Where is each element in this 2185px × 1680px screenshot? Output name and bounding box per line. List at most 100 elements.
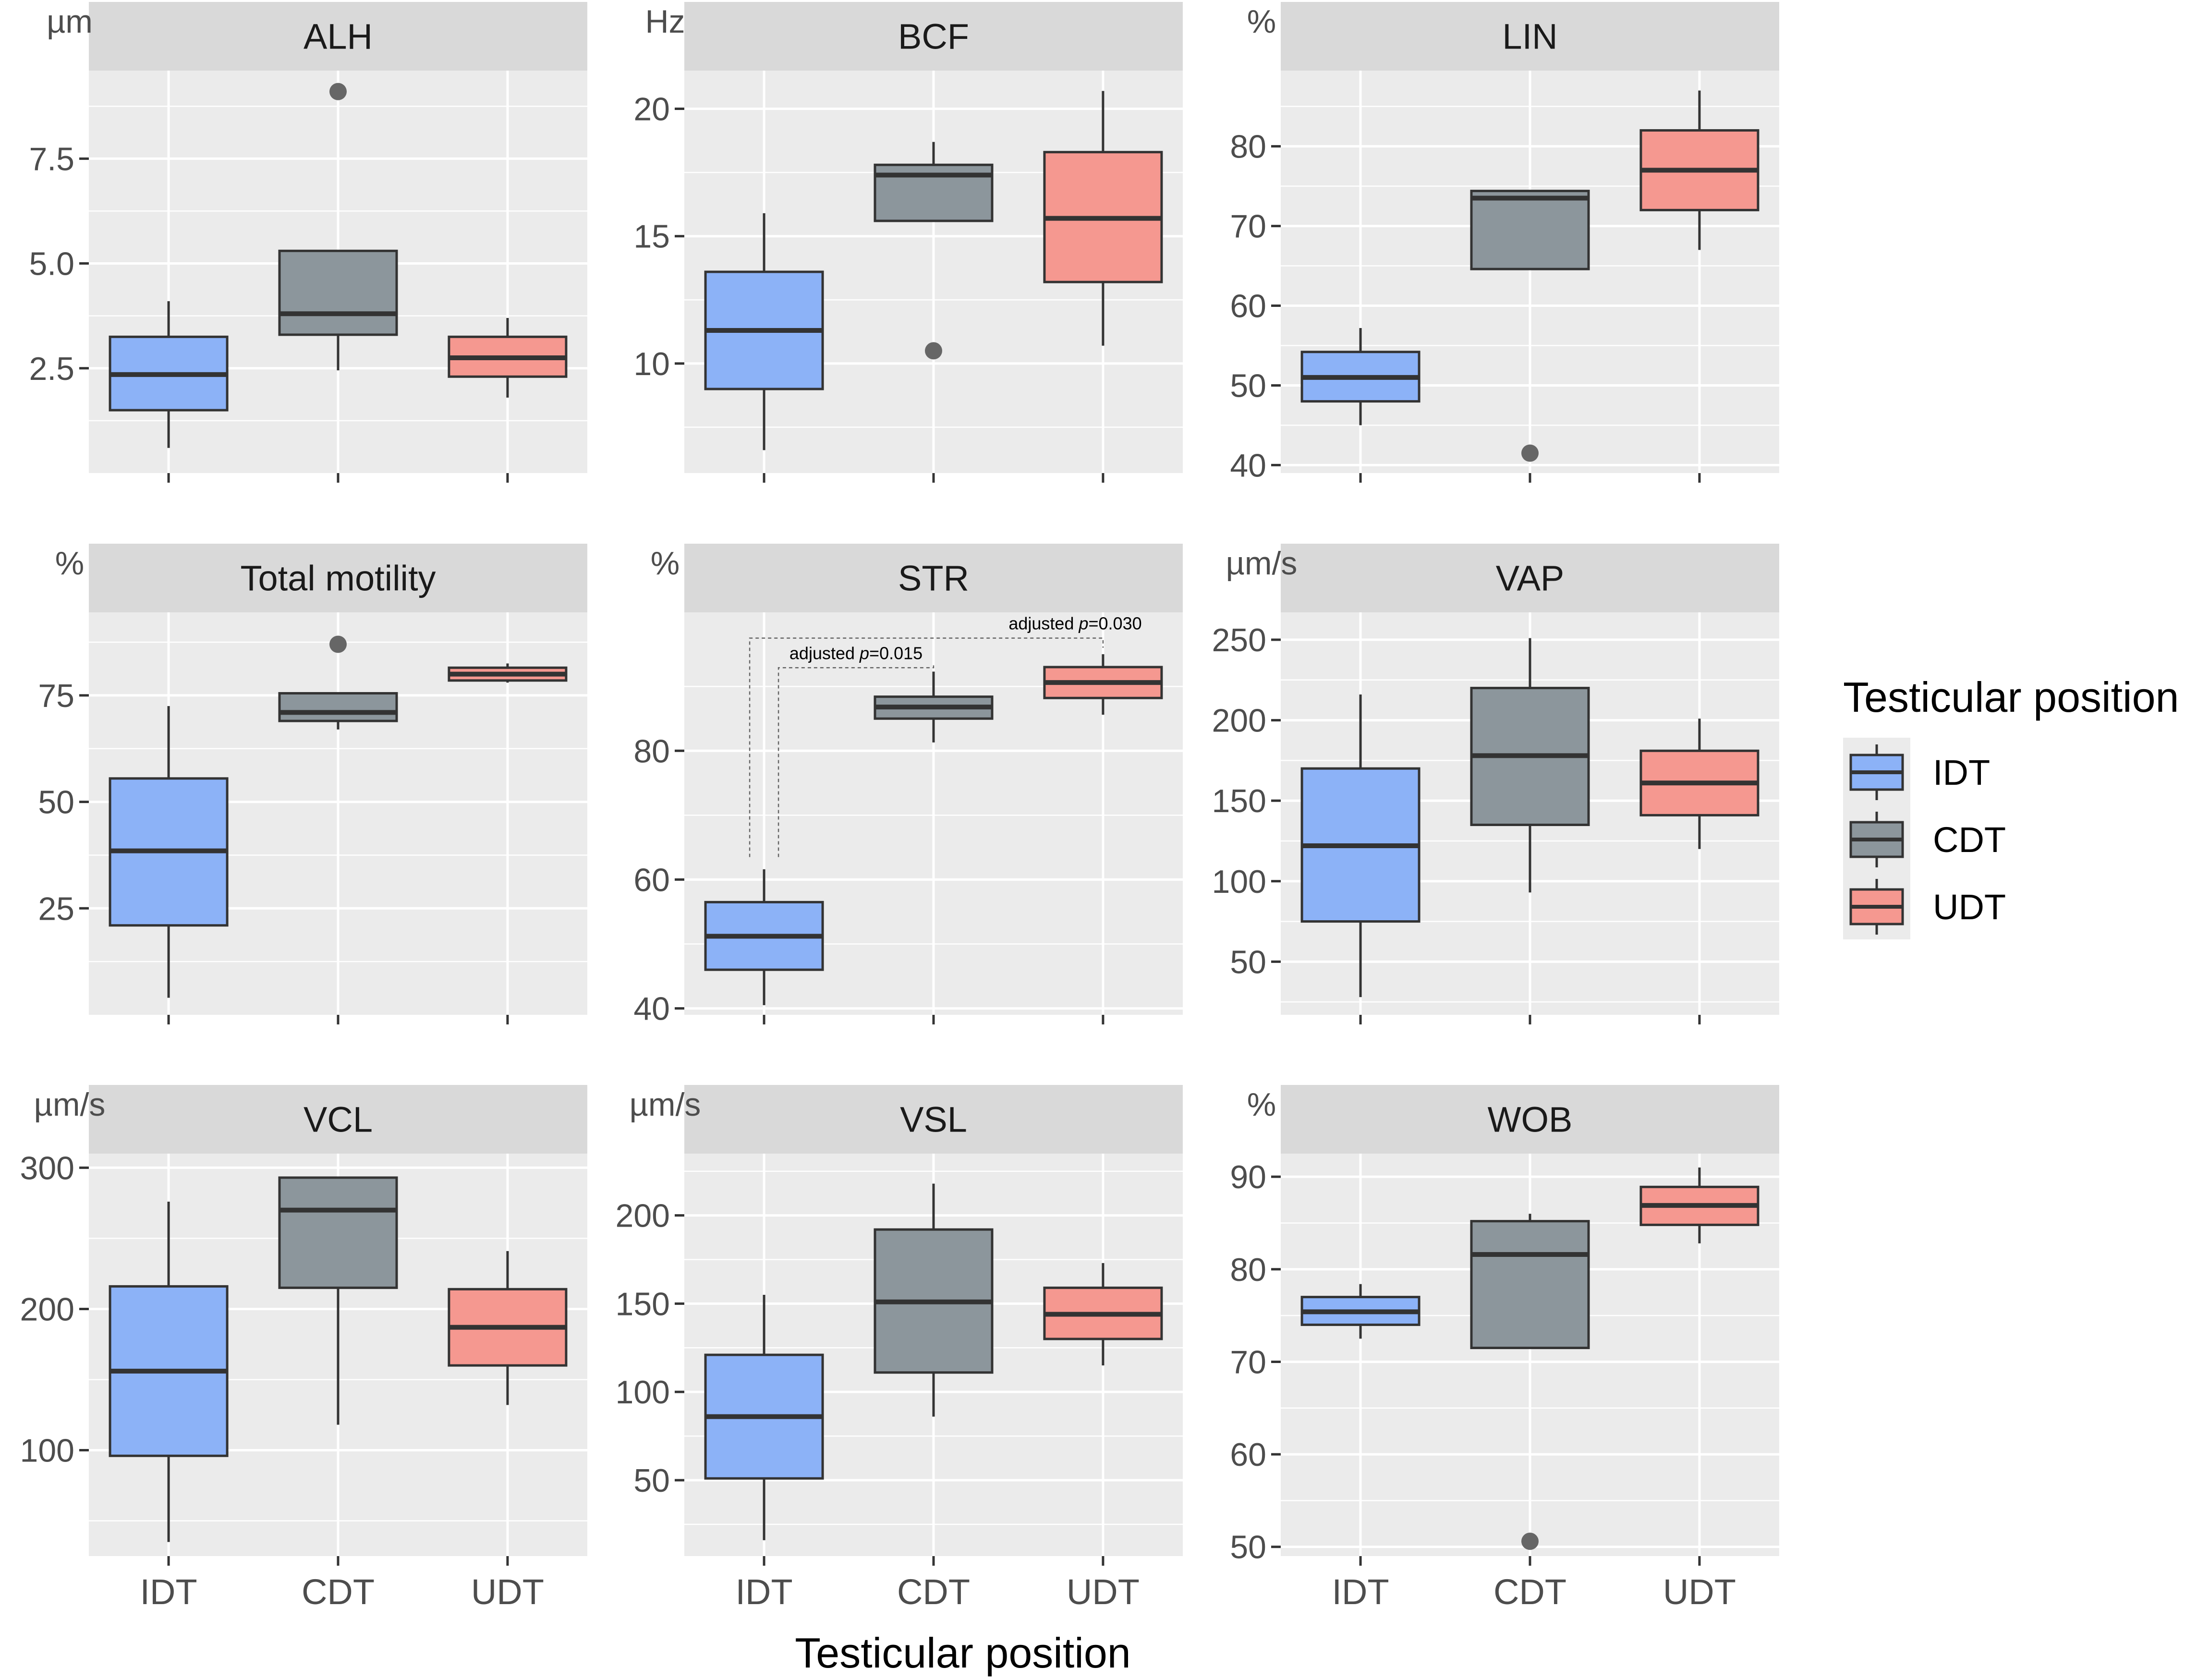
bracket-line — [749, 637, 1104, 857]
strip-lin — [1281, 2, 1779, 71]
box-vap-idt — [1300, 694, 1420, 998]
unit-label-total-motility: % — [55, 545, 84, 582]
unit-label-alh: µm — [47, 3, 93, 40]
strip-wob — [1281, 1085, 1779, 1154]
y-tick-label: 50 — [1230, 1529, 1266, 1566]
strip-vsl — [684, 1085, 1183, 1154]
box-iqr — [278, 692, 398, 722]
bracket-label-value: =0.030 — [1089, 614, 1142, 633]
unit-label-vsl: µm/s — [630, 1086, 701, 1123]
y-tick-label: 80 — [633, 733, 670, 769]
strip-vap — [1281, 544, 1779, 612]
box-iqr — [1470, 1220, 1590, 1350]
box-iqr — [278, 1176, 398, 1289]
y-tick-label: 70 — [1230, 208, 1266, 245]
legend-label-idt: IDT — [1933, 753, 1990, 792]
legend-label-udt: UDT — [1933, 887, 2006, 927]
bracket-line — [777, 665, 935, 857]
x-tick-label-cdt: CDT — [1493, 1572, 1566, 1612]
x-axis-title: Testicular position — [795, 1629, 1130, 1677]
box-alh-cdt — [278, 83, 398, 371]
box-bcf-cdt — [874, 142, 994, 360]
box-alh-udt — [448, 318, 568, 398]
bracket-label-p: p — [859, 643, 869, 663]
box-total-motility-udt — [448, 663, 568, 683]
strip-bcf — [684, 2, 1183, 71]
box-total-motility-idt — [109, 706, 229, 998]
strip-title-alh: ALH — [303, 17, 373, 57]
y-tick-label: 50 — [1230, 367, 1266, 404]
box-wob-idt — [1300, 1284, 1420, 1339]
box-iqr — [1470, 190, 1590, 270]
box-bcf-udt — [1043, 91, 1163, 346]
x-tick-label-idt: IDT — [735, 1572, 792, 1612]
y-tick-label: 60 — [1230, 288, 1266, 325]
strip-title-vsl: VSL — [900, 1100, 967, 1140]
box-str-cdt — [874, 671, 994, 743]
y-tick-label: 60 — [1230, 1437, 1266, 1473]
unit-label-wob: % — [1247, 1086, 1276, 1123]
y-tick-label: 100 — [20, 1432, 74, 1469]
x-tick-label-udt: UDT — [1067, 1572, 1140, 1612]
strip-title-str: STR — [898, 559, 969, 598]
x-tick-label-cdt: CDT — [897, 1572, 970, 1612]
x-axis-title-group: Testicular position — [795, 1629, 1130, 1677]
facet-panels: ALH µm 2.5 5.0 7.5 BCF Hz 10 15 20 LIN% 40 50 60 70 80 T… — [20, 2, 1779, 1612]
panel-vsl: VSL µm/s 50 100 150 200 IDT CDT UDT — [616, 1085, 1183, 1612]
box-total-motility-cdt — [278, 635, 398, 730]
bracket-label: adjusted p=0.030 — [1008, 614, 1141, 633]
strip-title-vcl: VCL — [303, 1100, 373, 1140]
y-tick-label: 50 — [633, 1462, 670, 1499]
y-tick-label: 15 — [633, 219, 670, 255]
box-wob-cdt — [1470, 1214, 1590, 1550]
box-bcf-idt — [704, 213, 824, 450]
y-tick-label: 200 — [616, 1198, 670, 1234]
y-tick-label: 150 — [616, 1286, 670, 1322]
y-tick-label: 250 — [1212, 622, 1266, 658]
box-vsl-udt — [1043, 1263, 1163, 1366]
panel-alh: ALH µm 2.5 5.0 7.5 — [29, 2, 587, 483]
strip-total-motility — [89, 544, 587, 612]
strip-title-vap: VAP — [1496, 559, 1565, 598]
y-tick-label: 2.5 — [29, 351, 74, 387]
y-tick-label: 25 — [38, 890, 74, 927]
panel-total-motility: Total motility% 25 50 75 — [38, 544, 587, 1024]
y-tick-label: 50 — [38, 784, 74, 821]
bracket-label-prefix: adjusted — [789, 643, 860, 663]
y-tick-label: 20 — [633, 91, 670, 128]
legend-label-cdt: CDT — [1933, 820, 2006, 860]
box-iqr — [278, 249, 398, 336]
x-tick-label-idt: IDT — [1332, 1572, 1389, 1612]
y-tick-label: 60 — [633, 862, 670, 898]
outlier-point — [1521, 444, 1539, 462]
x-tick-label-udt: UDT — [471, 1572, 544, 1612]
box-vsl-cdt — [874, 1183, 994, 1417]
outlier-point — [925, 342, 942, 360]
y-tick-label: 70 — [1230, 1344, 1266, 1380]
panel-vcl: VCL µm/s 100 200 300 IDT CDT UDT — [20, 1085, 587, 1612]
unit-label-str: % — [651, 545, 680, 582]
outlier-point — [329, 83, 347, 100]
unit-label-lin: % — [1247, 3, 1276, 40]
y-tick-label: 100 — [1212, 864, 1266, 900]
y-tick-label: 150 — [1212, 783, 1266, 819]
panel-bcf: BCF Hz 10 15 20 — [633, 2, 1183, 483]
bracket-label-prefix: adjusted — [1008, 614, 1079, 633]
x-tick-label-udt: UDT — [1663, 1572, 1736, 1612]
box-vsl-idt — [704, 1295, 824, 1540]
y-tick-label: 5.0 — [29, 246, 74, 282]
y-tick-label: 90 — [1230, 1159, 1266, 1195]
strip-title-bcf: BCF — [898, 17, 969, 57]
strip-title-lin: LIN — [1502, 17, 1557, 57]
box-vap-udt — [1639, 718, 1760, 849]
outlier-point — [329, 635, 347, 653]
bracket-label-value: =0.015 — [869, 643, 923, 663]
box-lin-idt — [1300, 328, 1420, 426]
x-tick-label-cdt: CDT — [302, 1572, 375, 1612]
legend-title: Testicular position — [1843, 673, 2179, 721]
y-tick-label: 40 — [1230, 447, 1266, 484]
box-alh-idt — [109, 301, 229, 448]
bracket-label-p: p — [1078, 614, 1088, 633]
